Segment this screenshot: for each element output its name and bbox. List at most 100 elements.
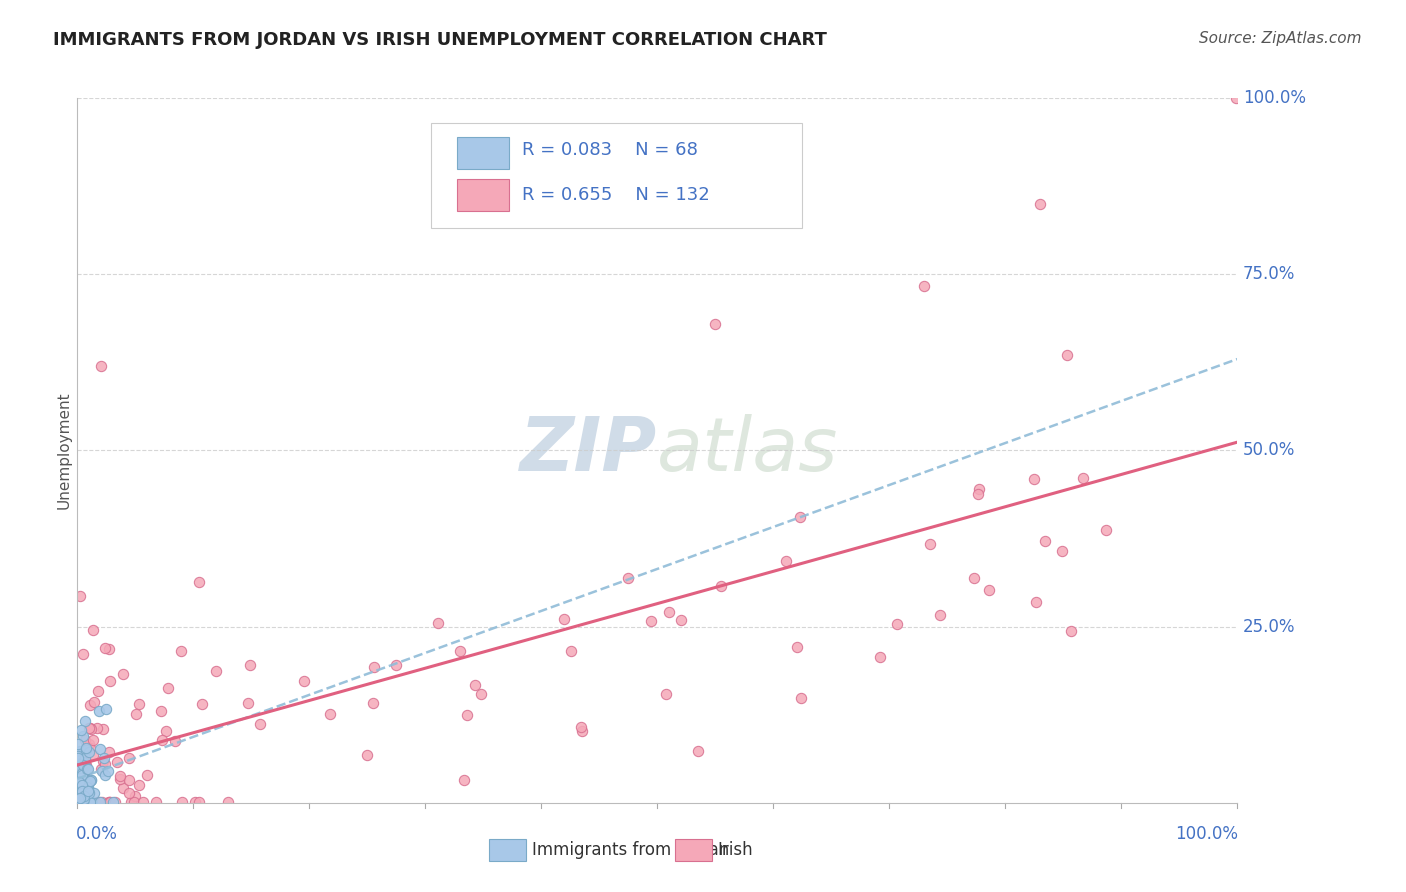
Point: [69, 777, 91, 791]
Text: IMMIGRANTS FROM JORDAN VS IRISH UNEMPLOYMENT CORRELATION CHART: IMMIGRANTS FROM JORDAN VS IRISH UNEMPLOY…: [53, 31, 827, 49]
Point: [76, 780, 98, 795]
Point: [128, 697, 150, 711]
Point: [136, 768, 159, 782]
Point: [640, 614, 662, 628]
Point: [1033, 533, 1056, 548]
Text: 0.0%: 0.0%: [76, 825, 118, 843]
Text: 100.0%: 100.0%: [1243, 89, 1306, 107]
Point: [70, 795, 93, 809]
Point: [356, 748, 378, 763]
Point: [69, 795, 91, 809]
Point: [91, 754, 114, 768]
Point: [67, 776, 90, 790]
Point: [1029, 197, 1052, 211]
Point: [128, 778, 150, 792]
Point: [66, 779, 89, 793]
Point: [188, 574, 211, 589]
Point: [89, 741, 111, 756]
Point: [187, 795, 209, 809]
Point: [76, 762, 98, 776]
Point: [70, 795, 93, 809]
Point: [67, 751, 90, 765]
Point: [75, 772, 97, 787]
Point: [66, 737, 89, 751]
Point: [70, 795, 93, 809]
Point: [111, 666, 134, 681]
Point: [77, 795, 100, 809]
Point: [77, 783, 100, 797]
Point: [569, 720, 592, 734]
Point: [553, 612, 575, 626]
Point: [93, 750, 115, 764]
Point: [73, 789, 96, 803]
Point: [97, 795, 120, 809]
Point: [73, 775, 96, 789]
Point: [1060, 624, 1083, 638]
Point: [67, 775, 90, 789]
Point: [73, 759, 96, 773]
Point: [94, 768, 117, 782]
Point: [67, 747, 90, 761]
Point: [963, 571, 986, 585]
Point: [319, 706, 342, 721]
Point: [82, 795, 104, 809]
Point: [453, 773, 475, 788]
Point: [384, 658, 406, 673]
Point: [172, 795, 194, 809]
Point: [470, 687, 492, 701]
Point: [72, 758, 94, 772]
Point: [155, 724, 177, 739]
Point: [76, 795, 98, 809]
FancyBboxPatch shape: [432, 123, 803, 228]
Point: [69, 771, 91, 785]
Point: [869, 650, 891, 665]
Point: [72, 770, 94, 784]
Point: [70, 781, 93, 796]
Point: [79, 774, 101, 789]
Point: [98, 673, 121, 688]
Point: [239, 657, 262, 672]
Point: [72, 795, 94, 809]
Point: [786, 640, 808, 654]
Point: [617, 571, 640, 585]
Point: [69, 744, 91, 758]
Point: [72, 783, 94, 797]
Point: [79, 741, 101, 756]
Text: ZIP: ZIP: [520, 414, 658, 487]
Point: [72, 778, 94, 792]
Point: [67, 763, 90, 777]
Point: [236, 696, 259, 710]
FancyBboxPatch shape: [457, 179, 509, 211]
Point: [83, 795, 105, 809]
Point: [73, 785, 96, 799]
Point: [77, 786, 100, 800]
Point: [108, 769, 131, 783]
Point: [66, 749, 89, 764]
Point: [108, 772, 131, 786]
Point: [79, 698, 101, 712]
Text: 50.0%: 50.0%: [1243, 442, 1295, 459]
Point: [69, 723, 91, 738]
Point: [67, 762, 90, 776]
Point: [655, 687, 678, 701]
Point: [967, 482, 990, 496]
Point: [77, 762, 100, 776]
Point: [426, 615, 449, 630]
Point: [112, 780, 135, 795]
Text: Irish: Irish: [717, 841, 754, 859]
Point: [657, 605, 679, 619]
Point: [912, 278, 935, 293]
Point: [80, 773, 103, 788]
Point: [69, 795, 91, 809]
Point: [1071, 470, 1094, 484]
Point: [449, 644, 471, 658]
Point: [149, 704, 172, 718]
Point: [669, 613, 692, 627]
Point: [217, 795, 239, 809]
Point: [571, 724, 593, 739]
Point: [125, 707, 148, 722]
Point: [66, 783, 89, 797]
Point: [292, 673, 315, 688]
Point: [72, 795, 94, 809]
Text: R = 0.083    N = 68: R = 0.083 N = 68: [522, 141, 697, 159]
